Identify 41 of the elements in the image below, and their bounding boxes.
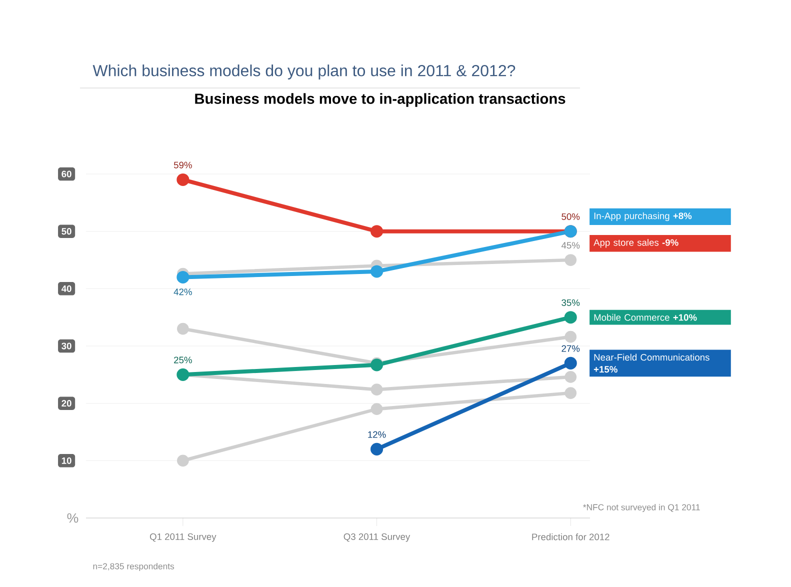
point xyxy=(176,173,190,186)
point xyxy=(176,270,190,284)
y-tick-label: 60 xyxy=(62,170,72,178)
data-label: 45% xyxy=(561,242,580,249)
x-tick-label: Q1 2011 Survey xyxy=(150,533,216,542)
data-label: 27% xyxy=(562,345,580,352)
y-tick-label: 30 xyxy=(62,342,72,350)
annotation: *NFC not surveyed in Q1 2011 xyxy=(583,504,700,512)
text: Near-Field Communications +15% xyxy=(594,354,710,373)
chart-subtitle: Business models move to in-application transactions xyxy=(195,93,566,107)
point xyxy=(564,371,577,383)
text: In-App purchasing +8% xyxy=(594,212,692,222)
y-tick-label: 40 xyxy=(62,285,72,292)
y-tick-label: 20 xyxy=(62,400,72,407)
text: App store sales -9% xyxy=(594,238,678,248)
y-tick-label: 10 xyxy=(62,457,72,464)
point xyxy=(564,387,577,399)
point xyxy=(176,322,189,335)
point xyxy=(176,454,189,467)
x-tick-label: Q3 2011 Survey xyxy=(344,533,410,542)
point xyxy=(564,254,577,266)
data-label: 42% xyxy=(174,288,192,296)
point xyxy=(370,225,384,238)
chart-title: Which business models do you plan to use in 2011 & 2012? xyxy=(92,64,516,80)
data-label: 59% xyxy=(174,162,192,168)
y-axis-title: % xyxy=(67,513,78,523)
point xyxy=(370,265,384,278)
point xyxy=(370,384,383,396)
point xyxy=(564,356,577,370)
point xyxy=(370,403,383,416)
data-label: 25% xyxy=(174,356,192,364)
text: n=2,835 respondents xyxy=(93,562,174,572)
point xyxy=(564,311,577,324)
data-label: 35% xyxy=(562,299,580,306)
data-label: 50% xyxy=(562,213,580,220)
point xyxy=(370,442,384,456)
data-label: 12% xyxy=(368,431,386,438)
x-tick-label: Prediction for 2012 xyxy=(532,533,610,540)
y-tick-label: 50 xyxy=(62,228,72,235)
text: Mobile Commerce +10% xyxy=(594,314,697,321)
point xyxy=(564,330,577,343)
